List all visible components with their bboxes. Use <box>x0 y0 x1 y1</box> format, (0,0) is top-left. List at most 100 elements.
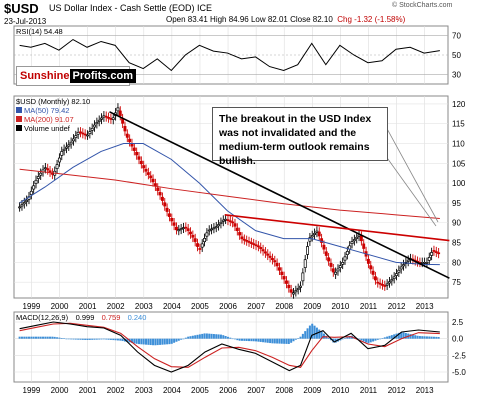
annotation-callout: The breakout in the USD Index was not in… <box>212 107 388 167</box>
macd-histogram-bar <box>229 337 232 339</box>
rsi-y-tick-label: 50 <box>452 51 461 60</box>
macd-histogram-bar <box>168 338 171 345</box>
macd-histogram-bar <box>196 334 199 339</box>
price-candle-body <box>362 243 366 249</box>
macd-histogram-bar <box>226 336 229 339</box>
price-candle-body <box>235 227 239 232</box>
macd-histogram-bar <box>79 338 82 340</box>
price-candle-body <box>338 265 342 268</box>
macd-histogram-bar <box>219 334 222 339</box>
macd-histogram-bar <box>236 338 239 341</box>
macd-x-tick-label: 2013 <box>416 386 434 395</box>
macd-histogram-bar <box>208 333 211 339</box>
macd-histogram-bar <box>297 338 300 339</box>
macd-histogram-bar <box>67 338 70 340</box>
price-candle-body <box>205 232 209 237</box>
price-candle-body <box>177 229 181 232</box>
macd-histogram-bar <box>292 338 295 342</box>
macd-y-tick-label: -2.5 <box>452 351 466 360</box>
price-candle-body <box>207 229 211 232</box>
price-candle-body <box>383 285 387 287</box>
macd-histogram-bar <box>390 335 393 339</box>
price-candle-body <box>366 258 370 264</box>
price-y-tick-label: 80 <box>452 258 461 267</box>
macd-histogram-bar <box>74 338 77 340</box>
price-candle-body <box>299 285 302 288</box>
price-candle-body <box>137 156 141 160</box>
macd-histogram-bar <box>95 338 98 340</box>
macd-histogram-bar <box>257 338 260 342</box>
macd-histogram-bar <box>161 338 164 345</box>
price-candle-body <box>331 268 335 273</box>
price-candle-body <box>345 251 349 256</box>
macd-histogram-bar <box>25 336 28 339</box>
macd-histogram-bar <box>116 338 119 341</box>
price-candle-body <box>306 246 309 255</box>
price-candle-body <box>294 290 298 293</box>
price-candle-body <box>34 179 38 184</box>
price-candle-body <box>373 276 377 281</box>
macd-histogram-bar <box>273 338 276 344</box>
price-candle-body <box>322 244 326 250</box>
price-candle-body <box>186 228 190 232</box>
macd-histogram-bar <box>112 338 115 341</box>
macd-histogram-bar <box>187 336 190 339</box>
macd-histogram-bar <box>56 337 59 339</box>
price-candle-body <box>268 255 272 258</box>
macd-histogram-bar <box>252 338 255 342</box>
price-candle-body <box>430 252 434 256</box>
price-candle-body <box>226 219 230 222</box>
macd-signal-line <box>19 322 440 368</box>
price-candle-body <box>313 232 317 235</box>
macd-histogram-bar <box>44 336 47 339</box>
price-candle-body <box>55 164 59 169</box>
price-candle-body <box>214 226 218 229</box>
macd-histogram-bar <box>344 338 347 339</box>
macd-histogram-bar <box>145 338 148 345</box>
quote-values: Open 83.41 High 84.96 Low 82.01 Close 82… <box>166 15 333 24</box>
macd-x-tick-label: 2009 <box>303 386 321 395</box>
macd-x-tick-label: 2010 <box>332 386 350 395</box>
price-candle-body <box>275 262 279 267</box>
macd-histogram-bar <box>121 338 124 342</box>
macd-histogram-bar <box>37 336 40 339</box>
sunshine-profits-logo: Sunshine Profits.com <box>16 66 137 86</box>
ma200-line <box>19 168 440 220</box>
price-candle-body <box>224 218 228 221</box>
price-candle-body <box>97 119 101 122</box>
copyright: © StockCharts.com <box>392 2 453 9</box>
macd-histogram-bar <box>374 338 377 341</box>
macd-histogram-bar <box>210 333 213 339</box>
price-y-tick-label: 75 <box>452 278 461 287</box>
price-candle-body <box>111 117 115 120</box>
price-y-tick-label: 100 <box>452 179 466 188</box>
macd-histogram-bar <box>402 332 405 339</box>
macd-histogram-bar <box>238 338 241 341</box>
macd-histogram-bar <box>320 331 323 339</box>
price-candle-body <box>43 167 47 170</box>
macd-histogram-bar <box>318 329 321 339</box>
price-candle-body <box>317 231 321 237</box>
price-candle-body <box>341 262 345 265</box>
macd-histogram-bar <box>93 338 96 340</box>
macd-histogram-bar <box>383 337 386 339</box>
macd-histogram-bar <box>212 334 215 339</box>
price-candle-body <box>329 262 333 267</box>
price-candle-body <box>39 172 43 176</box>
price-candle-body <box>142 165 146 169</box>
price-candle-body <box>132 147 136 151</box>
price-candle-body <box>179 228 183 231</box>
macd-histogram-bar <box>156 338 159 346</box>
price-candle-body <box>263 251 267 254</box>
price-candle-body <box>125 133 129 138</box>
macd-histogram-bar <box>341 338 344 340</box>
macd-histogram-bar <box>222 335 225 339</box>
black-trendline <box>109 111 450 279</box>
macd-histogram-bar <box>119 338 122 341</box>
price-candle-body <box>287 284 291 289</box>
price-candle-body <box>64 146 68 149</box>
macd-histogram-bar <box>313 325 316 339</box>
price-candle-body <box>352 239 356 242</box>
macd-histogram-bar <box>411 334 414 339</box>
macd-x-tick-label: 2011 <box>360 386 378 395</box>
